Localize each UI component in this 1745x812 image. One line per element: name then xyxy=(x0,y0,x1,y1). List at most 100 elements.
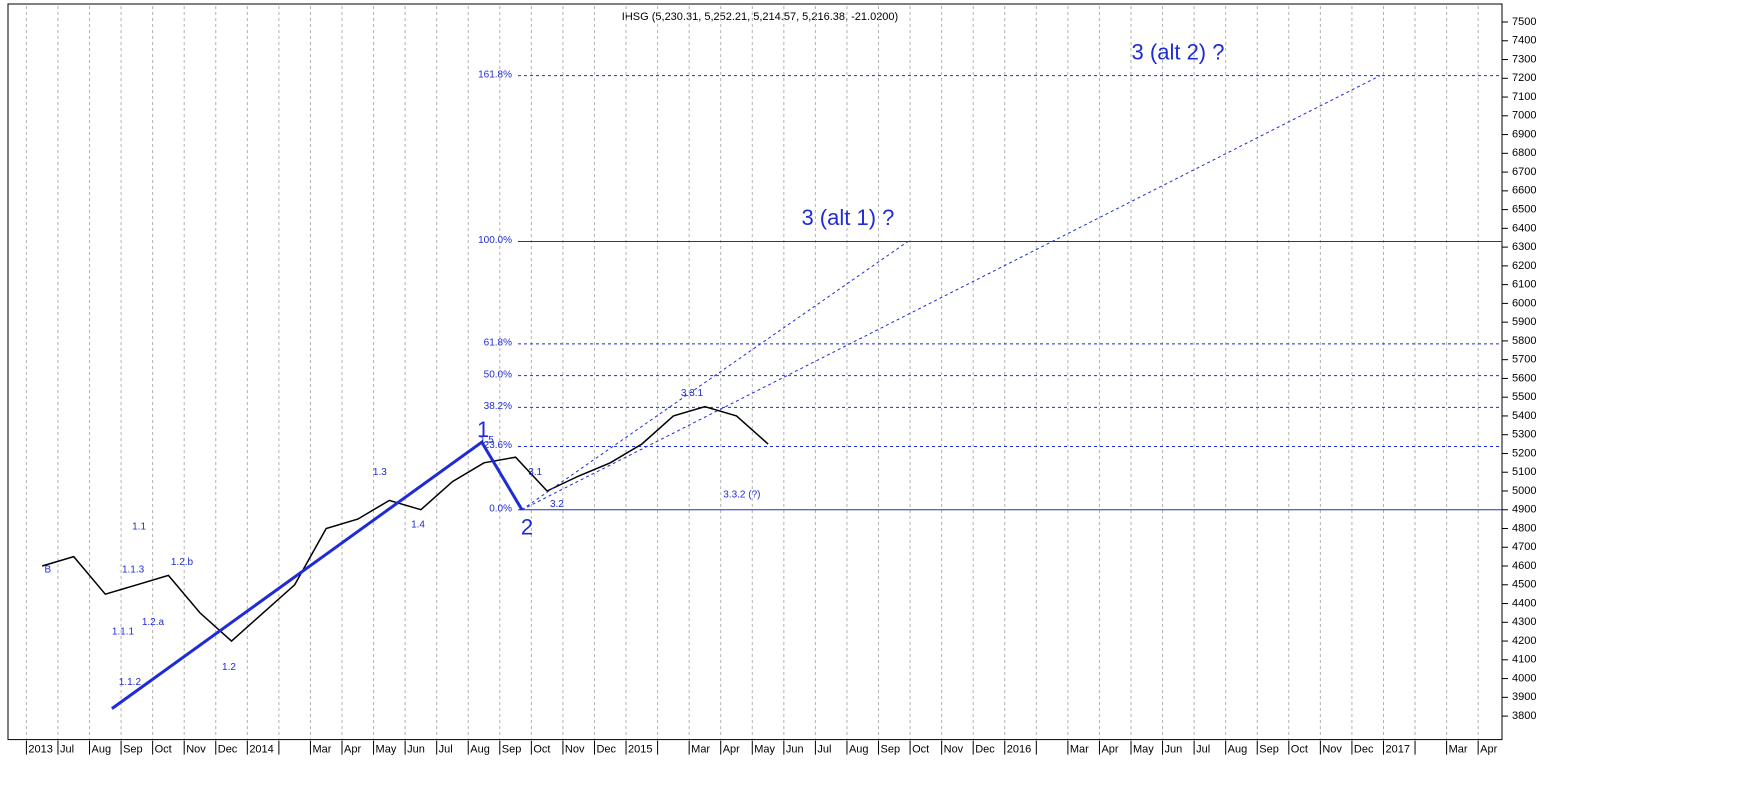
y-tick-label: 5200 xyxy=(1512,447,1536,459)
fib-label: 50.0% xyxy=(484,369,512,380)
x-tick-label: Aug xyxy=(849,744,869,756)
x-tick-label: Nov xyxy=(565,744,585,756)
x-tick-label: 2017 xyxy=(1385,744,1409,756)
y-tick-label: 5500 xyxy=(1512,391,1536,403)
x-tick-label: Jun xyxy=(1165,744,1183,756)
y-tick-label: 5000 xyxy=(1512,485,1536,497)
y-tick-label: 4500 xyxy=(1512,579,1536,591)
wave-label: 3.1 xyxy=(528,467,542,478)
y-tick-label: 4100 xyxy=(1512,654,1536,666)
wave-label: 1.1.2 xyxy=(119,677,142,688)
y-tick-label: 3900 xyxy=(1512,691,1536,703)
wave-line xyxy=(521,75,1381,511)
y-tick-label: 5800 xyxy=(1512,335,1536,347)
wave-label: 1.1.1 xyxy=(112,626,135,637)
x-tick-label: Nov xyxy=(186,744,206,756)
wave-label: 1.1.3 xyxy=(122,564,145,575)
y-tick-label: 5300 xyxy=(1512,429,1536,441)
x-tick-label: Mar xyxy=(1070,744,1089,756)
fib-label: 0.0% xyxy=(489,503,512,514)
y-tick-label: 6800 xyxy=(1512,147,1536,159)
x-tick-label: May xyxy=(754,744,775,756)
y-tick-label: 7200 xyxy=(1512,72,1536,84)
y-tick-label: 6300 xyxy=(1512,241,1536,253)
x-tick-label: Mar xyxy=(1449,744,1468,756)
x-tick-label: 2016 xyxy=(1007,744,1031,756)
fib-label: 61.8% xyxy=(484,338,512,349)
plot-frame xyxy=(7,3,1503,741)
x-tick-label: Sep xyxy=(502,744,522,756)
x-tick-label: Mar xyxy=(691,744,710,756)
x-tick-label: Sep xyxy=(881,744,901,756)
y-tick-label: 5600 xyxy=(1512,372,1536,384)
x-tick-label: Apr xyxy=(1480,744,1497,756)
x-tick-label: May xyxy=(376,744,397,756)
chart-title: IHSG (5,230.31, 5,252.21, 5,214.57, 5,21… xyxy=(622,11,898,23)
y-tick-label: 4000 xyxy=(1512,672,1536,684)
x-tick-label: 2014 xyxy=(249,744,273,756)
y-tick-label: 3800 xyxy=(1512,710,1536,722)
x-tick-label: Jul xyxy=(439,744,453,756)
wave-label: 3.3.2 (?) xyxy=(723,489,760,500)
wave-label: 1.4 xyxy=(411,519,425,530)
wave-label: 3.2 xyxy=(550,499,564,510)
wave-label: 2 xyxy=(521,514,533,539)
wave-label: 1.2.a xyxy=(142,617,165,628)
x-tick-label: Aug xyxy=(470,744,490,756)
y-tick-label: 6200 xyxy=(1512,260,1536,272)
y-tick-label: 4300 xyxy=(1512,616,1536,628)
x-tick-label: Oct xyxy=(533,744,550,756)
y-tick-label: 5900 xyxy=(1512,316,1536,328)
x-tick-label: Dec xyxy=(1354,744,1374,756)
y-tick-label: 5700 xyxy=(1512,354,1536,366)
x-tick-label: Dec xyxy=(218,744,238,756)
y-tick-label: 4200 xyxy=(1512,635,1536,647)
x-tick-label: Mar xyxy=(312,744,331,756)
x-tick-label: 2013 xyxy=(28,744,52,756)
x-tick-label: Jun xyxy=(786,744,804,756)
y-tick-label: 4800 xyxy=(1512,522,1536,534)
x-tick-label: Sep xyxy=(123,744,143,756)
fib-label: 161.8% xyxy=(478,69,512,80)
wave-line xyxy=(521,241,909,511)
wave-label: 1.3 xyxy=(373,467,387,478)
y-tick-label: 6600 xyxy=(1512,185,1536,197)
y-tick-label: 6500 xyxy=(1512,204,1536,216)
wave-label: 3 (alt 1) ? xyxy=(801,205,894,230)
wave-label: B xyxy=(45,564,52,575)
y-tick-label: 7100 xyxy=(1512,91,1536,103)
x-tick-label: Aug xyxy=(1228,744,1248,756)
y-tick-label: 5100 xyxy=(1512,466,1536,478)
wave-label: 1.2 xyxy=(222,662,236,673)
y-tick-label: 6700 xyxy=(1512,166,1536,178)
x-tick-label: Aug xyxy=(92,744,112,756)
y-tick-label: 7000 xyxy=(1512,110,1536,122)
y-tick-label: 4400 xyxy=(1512,597,1536,609)
x-tick-label: Jul xyxy=(60,744,74,756)
y-tick-label: 4900 xyxy=(1512,504,1536,516)
x-tick-label: Apr xyxy=(344,744,361,756)
x-tick-label: Jul xyxy=(1196,744,1210,756)
x-tick-label: Dec xyxy=(975,744,995,756)
x-tick-label: Nov xyxy=(1322,744,1342,756)
wave-label: 1.1 xyxy=(132,521,146,532)
x-tick-label: Jul xyxy=(817,744,831,756)
x-tick-label: Sep xyxy=(1259,744,1279,756)
y-tick-label: 6900 xyxy=(1512,128,1536,140)
x-tick-label: Jun xyxy=(407,744,425,756)
wave-label: 3.3.1 xyxy=(681,388,704,399)
x-tick-label: Oct xyxy=(912,744,929,756)
y-tick-label: 7300 xyxy=(1512,53,1536,65)
y-tick-label: 6100 xyxy=(1512,279,1536,291)
price-line xyxy=(41,405,769,643)
x-tick-label: Dec xyxy=(596,744,616,756)
y-tick-label: 4700 xyxy=(1512,541,1536,553)
wave-label: 1.2.b xyxy=(171,557,194,568)
x-tick-label: Apr xyxy=(1101,744,1118,756)
wave-label: 1.5 xyxy=(480,435,494,446)
x-tick-label: Nov xyxy=(944,744,964,756)
fib-label: 23.6% xyxy=(484,440,512,451)
x-tick-label: 2015 xyxy=(628,744,652,756)
y-tick-label: 7500 xyxy=(1512,16,1536,28)
